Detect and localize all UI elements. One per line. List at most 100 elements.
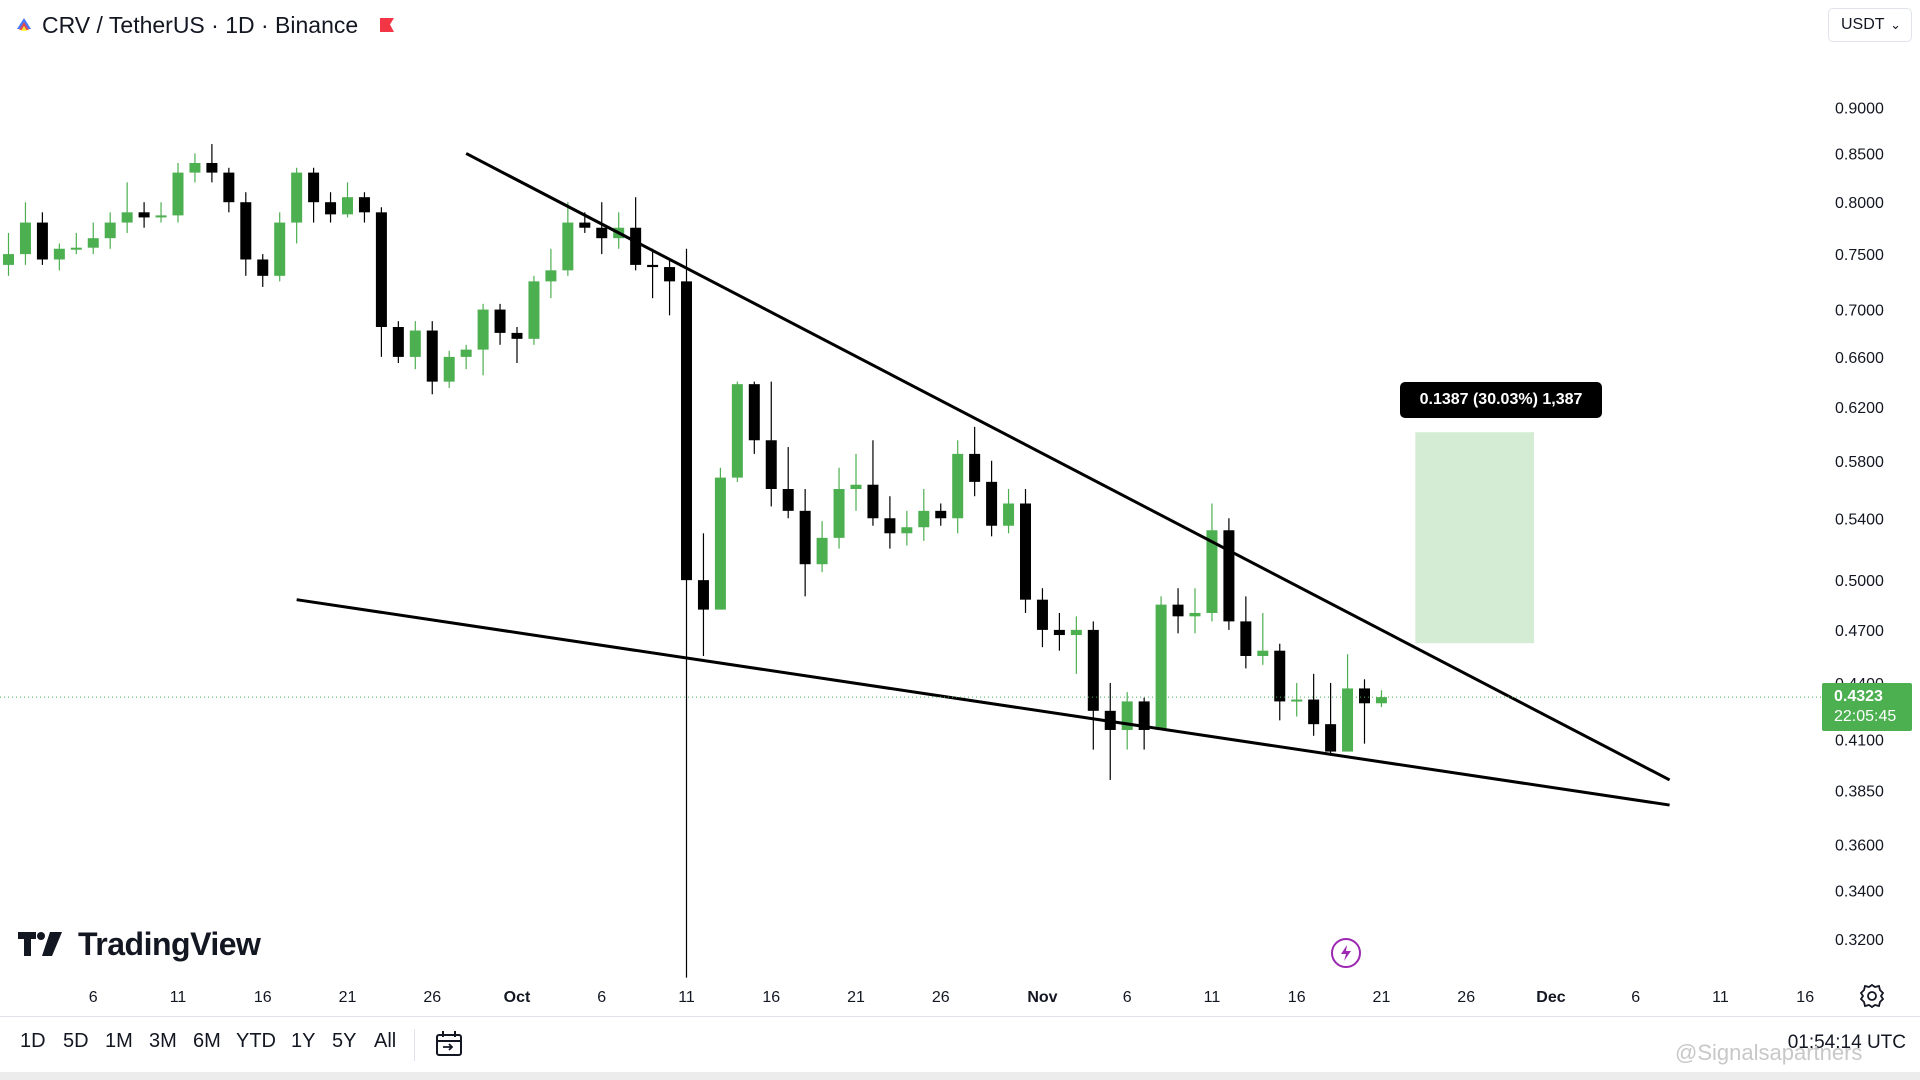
- candle-body: [748, 384, 760, 441]
- x-tick-label: 11: [678, 989, 695, 1006]
- measure-label: 0.1387 (30.03%) 1,387: [1400, 382, 1602, 418]
- candle-body: [104, 222, 116, 239]
- candle-body: [274, 222, 286, 276]
- y-tick-label: 0.7500: [1835, 247, 1884, 264]
- candle-body: [36, 222, 48, 260]
- x-tick-label: 6: [89, 989, 98, 1006]
- y-tick-label: 0.4100: [1835, 733, 1884, 750]
- candle-body: [87, 238, 99, 248]
- x-tick-label: 16: [254, 989, 272, 1006]
- calendar-goto-icon[interactable]: [434, 1029, 464, 1059]
- candle-body: [1053, 629, 1065, 636]
- candle-body: [935, 510, 947, 519]
- candle-body: [477, 309, 489, 350]
- range-all[interactable]: All: [374, 1030, 397, 1052]
- candle-body: [1138, 701, 1150, 730]
- candle-body: [765, 440, 777, 490]
- x-tick-label: Nov: [1027, 989, 1057, 1006]
- candle-body: [697, 580, 709, 610]
- candle-body: [1172, 604, 1184, 617]
- candle-body: [375, 212, 387, 328]
- candle-body: [833, 489, 845, 538]
- candle-body: [1291, 699, 1303, 702]
- range-1m[interactable]: 1M: [105, 1030, 133, 1052]
- lightning-icon[interactable]: [1331, 938, 1361, 968]
- bar-countdown: 22:05:45: [1834, 708, 1897, 725]
- candle-body: [579, 222, 591, 228]
- candle-body: [206, 162, 218, 173]
- candle-body: [850, 484, 862, 490]
- range-3m[interactable]: 3M: [149, 1030, 177, 1052]
- chevron-down-icon: ⌄: [1890, 17, 1901, 32]
- x-tick-label: 26: [932, 989, 950, 1006]
- y-tick-label: 0.4700: [1835, 623, 1884, 640]
- candle-body: [138, 212, 150, 218]
- symbol-header: CRV / TetherUS · 1D · Binance: [14, 8, 396, 42]
- x-tick-label: 6: [1631, 989, 1640, 1006]
- x-tick-label: Dec: [1536, 989, 1565, 1006]
- candle-body: [952, 453, 964, 519]
- y-tick-label: 0.8000: [1835, 195, 1884, 212]
- y-tick-label: 0.5800: [1835, 454, 1884, 471]
- candle-body: [1155, 604, 1167, 730]
- range-5d[interactable]: 5D: [63, 1030, 89, 1052]
- candle-body: [1121, 701, 1133, 730]
- red-flag-icon[interactable]: [378, 16, 396, 34]
- candle-body: [426, 330, 438, 382]
- candle-body: [189, 162, 201, 173]
- x-tick-label: 21: [339, 989, 357, 1006]
- x-tick-label: 21: [1373, 989, 1391, 1006]
- utc-clock[interactable]: 01:54:14 UTC: [1787, 1032, 1906, 1053]
- candle-body: [562, 222, 574, 271]
- candle-body: [1223, 530, 1235, 622]
- candle-body: [596, 227, 608, 239]
- toolbar-divider: [414, 1029, 415, 1061]
- measure-range-box: [1415, 432, 1534, 644]
- range-ytd[interactable]: YTD: [236, 1030, 276, 1052]
- y-tick-label: 0.5000: [1835, 573, 1884, 590]
- candle-body: [1070, 629, 1082, 636]
- candle-body: [545, 270, 557, 282]
- candle-body: [986, 481, 998, 526]
- bottom-strip: [0, 1072, 1920, 1080]
- y-tick-label: 0.8500: [1835, 146, 1884, 163]
- candle-body: [1274, 650, 1286, 702]
- y-tick-label: 0.3600: [1835, 837, 1884, 854]
- range-6m[interactable]: 6M: [193, 1030, 221, 1052]
- watermark-text: @Signalsapartners: [1675, 1040, 1863, 1065]
- candle-body: [1036, 599, 1048, 630]
- candle-body: [155, 215, 167, 218]
- currency-select[interactable]: USDT ⌄: [1828, 8, 1912, 42]
- candle-body: [460, 349, 472, 357]
- range-1y[interactable]: 1Y: [291, 1030, 316, 1052]
- symbol-title[interactable]: CRV / TetherUS · 1D · Binance: [42, 11, 359, 38]
- candle-body: [172, 172, 184, 216]
- candle-body: [1342, 688, 1354, 752]
- candle-body: [257, 259, 269, 276]
- candle-body: [494, 309, 506, 333]
- range-5y[interactable]: 5Y: [332, 1030, 357, 1052]
- y-tick-label: 0.3850: [1835, 783, 1884, 800]
- candle-body: [1325, 724, 1337, 752]
- currency-value: USDT: [1841, 16, 1885, 33]
- tradingview-logo[interactable]: TradingView: [18, 924, 261, 964]
- bottom-toolbar: 1D 5D 1M 3M 6M YTD 1Y 5Y All 01:54:14 UT…: [0, 1016, 1920, 1073]
- x-tick-label: 21: [847, 989, 865, 1006]
- x-tick-label: 11: [1712, 989, 1729, 1006]
- candle-body: [731, 384, 743, 478]
- candle-body: [901, 527, 913, 534]
- candle-body: [511, 332, 523, 339]
- candle-body: [358, 197, 370, 213]
- gear-icon[interactable]: [1859, 983, 1885, 1009]
- price-chart[interactable]: 0.9000 0.8500 0.8000 0.7500 0.7000 0.6600 0.62…: [0, 0, 1920, 1016]
- candle-body: [1206, 530, 1218, 613]
- x-tick-label: 16: [762, 989, 780, 1006]
- range-1d[interactable]: 1D: [20, 1030, 46, 1052]
- candle-body: [53, 248, 65, 260]
- candle-body: [647, 264, 659, 268]
- tradingview-wordmark: TradingView: [78, 925, 261, 962]
- candle-body: [1308, 699, 1320, 725]
- candle-body: [1189, 612, 1201, 617]
- candle-body: [1359, 688, 1370, 704]
- x-tick-label: 6: [597, 989, 606, 1006]
